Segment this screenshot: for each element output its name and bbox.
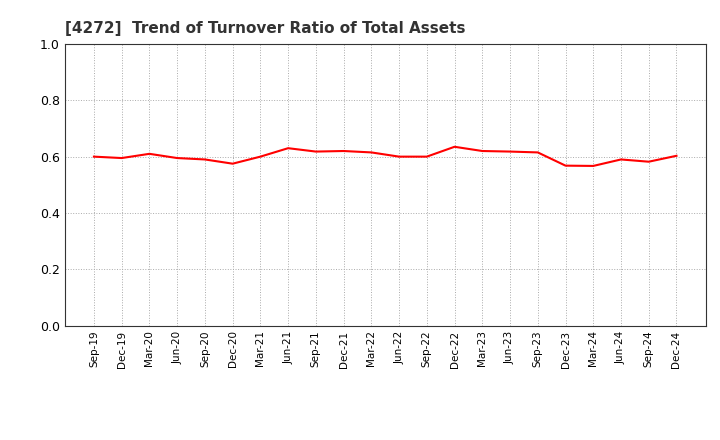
Text: [4272]  Trend of Turnover Ratio of Total Assets: [4272] Trend of Turnover Ratio of Total … — [65, 21, 465, 36]
